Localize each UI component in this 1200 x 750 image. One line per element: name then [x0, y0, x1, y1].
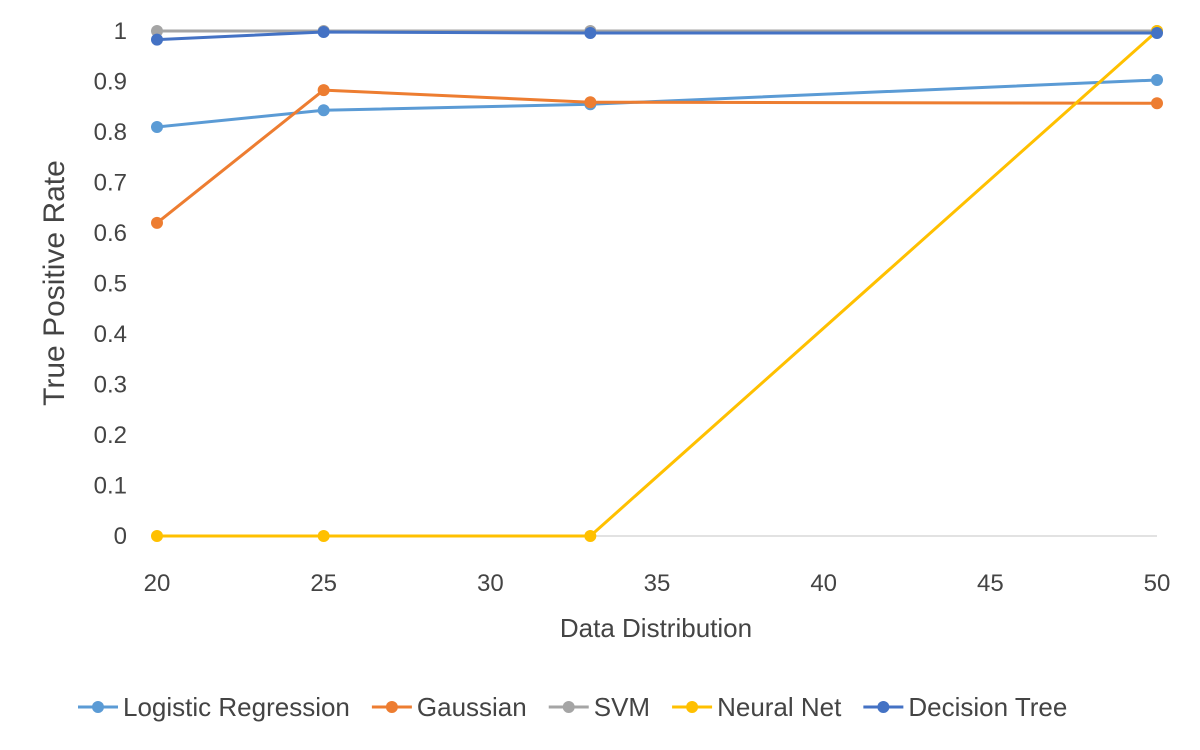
y-tick-label: 0.5: [94, 271, 127, 298]
legend-marker-gaussian: [385, 701, 398, 713]
data-point-decision-tree: [1151, 27, 1163, 40]
series-gaussian: [151, 84, 1163, 229]
data-point-decision-tree: [317, 26, 330, 39]
series-line-gaussian: [155, 88, 1159, 225]
x-tick-label: 50: [1144, 570, 1171, 597]
y-tick-label: 0.9: [94, 69, 127, 96]
legend-item-decision-tree: Decision Tree: [863, 692, 1067, 722]
x-tick-label: 40: [810, 570, 837, 597]
y-tick-label: 0.1: [94, 473, 127, 500]
legend-item-svm: SVM: [548, 692, 650, 722]
data-point-neural-net: [584, 530, 597, 542]
y-tick-labels: 0 0.1 0.2 0.3 0.4 0.5 0.6 0.7 0.8 0.9 1: [94, 18, 127, 550]
series-line-neural-net: [155, 29, 1159, 538]
data-point-gaussian: [584, 96, 597, 109]
legend: Logistic Regression Gaussian SVM Neural Net…: [78, 692, 1067, 722]
series-line-logistic-regression: [155, 78, 1159, 129]
legend-label-logistic-regression: Logistic Regression: [123, 692, 350, 722]
x-tick-label: 20: [144, 570, 171, 597]
legend-marker-neural-net: [686, 701, 699, 713]
y-axis-title: True Positive Rate: [38, 160, 71, 406]
y-tick-label: 0.3: [94, 372, 127, 399]
x-tick-label: 45: [977, 570, 1004, 597]
data-point-logistic-regression: [317, 104, 330, 117]
y-tick-label: 0: [114, 523, 127, 550]
legend-label-neural-net: Neural Net: [717, 692, 842, 722]
y-tick-label: 1: [114, 18, 127, 45]
legend-marker-logistic-regression: [92, 701, 104, 713]
data-point-neural-net: [151, 530, 163, 542]
x-tick-labels: 20 25 30 35 40 45 50: [144, 570, 1171, 597]
x-tick-label: 25: [310, 570, 337, 597]
data-point-gaussian: [317, 84, 330, 97]
data-point-decision-tree: [151, 33, 163, 46]
legend-label-svm: SVM: [594, 692, 650, 722]
y-tick-label: 0.8: [94, 119, 127, 146]
data-point-logistic-regression: [1151, 73, 1163, 86]
series-svm: [151, 25, 1163, 37]
x-tick-label: 35: [644, 570, 671, 597]
x-axis-title: Data Distribution: [560, 613, 752, 643]
legend-marker-decision-tree: [877, 701, 890, 713]
data-point-logistic-regression: [151, 120, 163, 133]
data-point-neural-net: [317, 530, 330, 542]
y-tick-label: 0.7: [94, 170, 127, 197]
legend-label-gaussian: Gaussian: [417, 692, 527, 722]
data-point-gaussian: [151, 216, 163, 229]
data-point-gaussian: [1151, 97, 1163, 110]
x-tick-label: 30: [477, 570, 504, 597]
y-tick-label: 0.6: [94, 220, 127, 247]
legend-item-logistic-regression: Logistic Regression: [78, 692, 350, 722]
series-line-decision-tree: [155, 30, 1159, 42]
legend-item-neural-net: Neural Net: [672, 692, 842, 722]
series-group: [151, 25, 1163, 542]
y-tick-label: 0.2: [94, 422, 127, 449]
legend-item-gaussian: Gaussian: [371, 692, 527, 722]
legend-label-decision-tree: Decision Tree: [908, 692, 1067, 722]
series-decision-tree: [151, 26, 1163, 46]
y-tick-label: 0.4: [94, 321, 127, 348]
legend-marker-svm: [562, 701, 575, 713]
data-point-decision-tree: [584, 27, 597, 40]
data-point-svm: [151, 25, 163, 37]
